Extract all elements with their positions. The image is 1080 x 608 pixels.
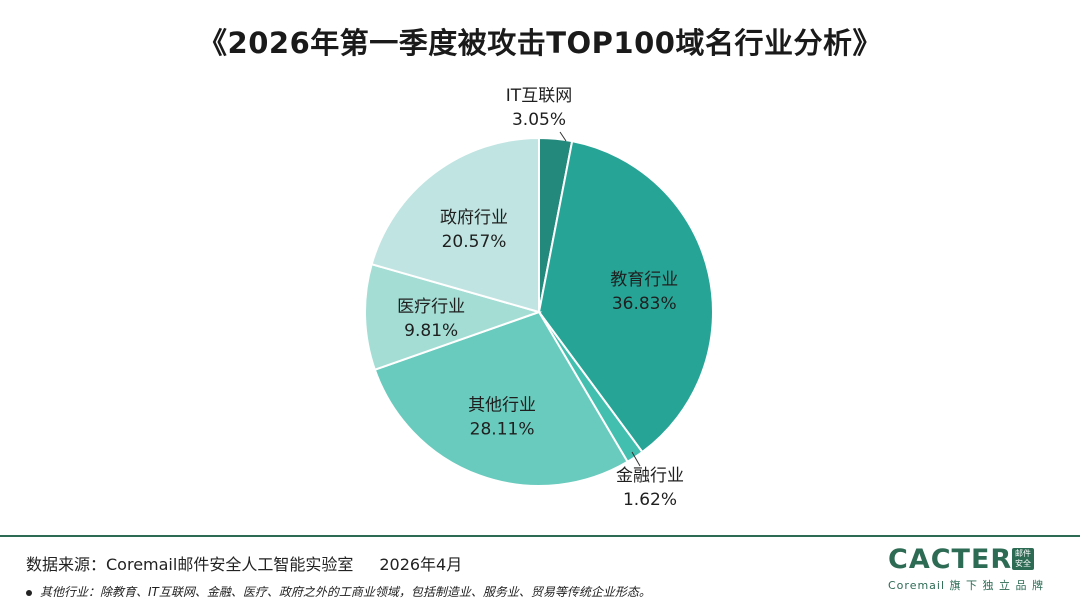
pie-slice-政府行业 [370,136,540,314]
brand-badge: 邮件安全 [1012,548,1034,570]
pie-slice-教育行业 [537,140,714,454]
slice-label-其他行业: 其他行业 [468,395,536,415]
brand-logo: CACTER 邮件安全 Coremail 旗 下 独 立 品 牌 [888,544,1045,593]
slice-label-金融行业: 金融行业 [616,466,684,486]
leader-line-金融行业 [631,451,641,467]
footnote-text: 其他行业：除教育、IT互联网、金融、医疗、政府之外的工商业领域，包括制造业、服务… [40,585,651,599]
slice-value-医疗行业: 9.81% [404,321,458,341]
slice-label-教育行业: 教育行业 [610,270,678,290]
source-date: 2026年4月 [379,555,463,574]
footnote: 其他行业：除教育、IT互联网、金融、医疗、政府之外的工商业领域，包括制造业、服务… [26,583,651,600]
chart-title: 《2026年第一季度被攻击TOP100域名行业分析》 [198,26,882,60]
data-source: 数据来源：Coremail邮件安全人工智能实验室 2026年4月 [26,551,462,575]
source-text: 数据来源：Coremail邮件安全人工智能实验室 [26,555,354,574]
slice-value-政府行业: 20.57% [442,232,507,252]
brand-tagline: Coremail 旗 下 独 立 品 牌 [888,579,1045,592]
pie-slice-其他行业 [373,310,629,487]
slice-value-IT互联网: 3.05% [512,110,566,130]
slice-label-IT互联网: IT互联网 [506,86,572,106]
pie-slice-医疗行业 [364,262,543,372]
footer-divider [0,535,1080,537]
slice-value-金融行业: 1.62% [623,490,677,510]
slice-value-教育行业: 36.83% [612,294,677,314]
slice-label-政府行业: 政府行业 [440,208,508,228]
brand-name: CACTER [888,544,1013,575]
slice-label-医疗行业: 医疗行业 [397,297,465,317]
bullet-icon [26,589,32,596]
pie-chart: IT互联网 3.05% 教育行业 36.83% 金融行业 1.62% 其他行业 28.11% 医… [364,86,714,510]
slice-value-其他行业: 28.11% [470,419,535,439]
leader-line-IT互联网 [559,131,567,142]
